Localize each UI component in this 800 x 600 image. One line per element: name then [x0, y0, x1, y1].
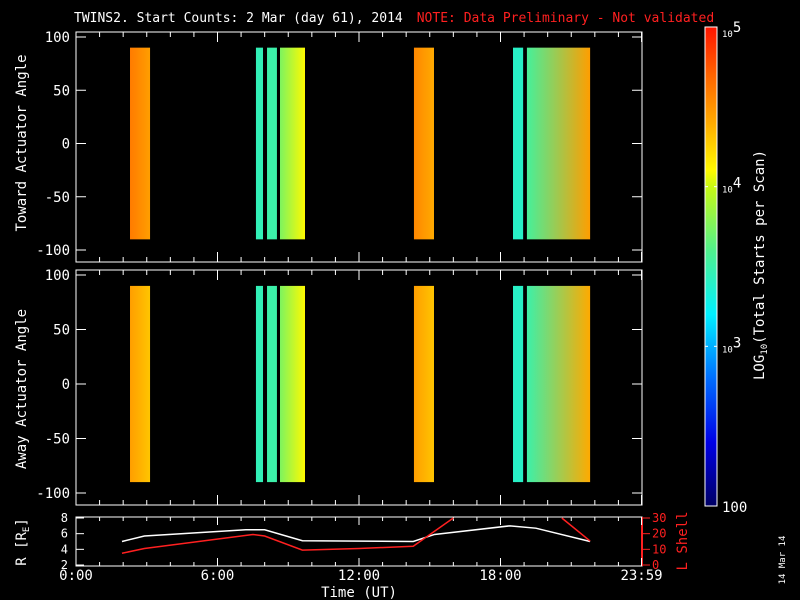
- heatmap-block: [279, 47, 305, 240]
- heatmap-block: [512, 285, 524, 483]
- y-tick-label: -50: [45, 432, 70, 448]
- away-panel: 100 50 0 -50 -100: [36, 268, 643, 506]
- toward-panel: 100 50 0 -50 -100: [36, 30, 643, 263]
- lshell-line: [561, 517, 591, 542]
- y-tick-label: 8: [61, 511, 68, 525]
- heatmap-block: [279, 285, 305, 483]
- away-ylabel: Away Actuator Angle: [14, 309, 30, 469]
- heatmap-block: [267, 47, 277, 240]
- x-tick-label: 23:59: [620, 568, 662, 584]
- heatmap-block: [255, 47, 264, 240]
- x-tick-label: 0:00: [59, 568, 93, 584]
- lshell-ylabel: L Shell: [675, 511, 691, 570]
- tick-base: 10: [722, 345, 733, 355]
- heatmap-block: [413, 285, 434, 483]
- colorbar-scale: [704, 26, 718, 507]
- y2-tick-label: 30: [652, 511, 666, 525]
- y-tick-label: 0: [62, 377, 70, 393]
- x-tick-label: 12:00: [338, 568, 380, 584]
- y2-tick-label: 10: [652, 542, 666, 556]
- toward-ylabel: Toward Actuator Angle: [14, 54, 30, 231]
- title-note: NOTE: Data Preliminary - Not validated: [417, 11, 714, 26]
- tick-exponent: 5: [733, 20, 741, 36]
- heatmap-block: [130, 47, 151, 240]
- colorbar-tick-label: 105: [722, 20, 741, 40]
- y-tick-label: 0: [62, 137, 70, 153]
- heatmap-block: [130, 285, 151, 483]
- y2-tick-label: 20: [652, 527, 666, 541]
- y-tick-label: -50: [45, 190, 70, 206]
- tick-exponent: 3: [733, 335, 741, 351]
- y-tick-label: 2: [61, 558, 68, 572]
- lshell-line: [121, 517, 454, 554]
- x-tick-label: 18:00: [479, 568, 521, 584]
- heatmap-block: [526, 47, 591, 240]
- y-tick-label: -100: [36, 243, 70, 259]
- colorbar-tick-label: 100: [722, 500, 747, 516]
- orbit-ylabel: R [RE]: [14, 518, 32, 566]
- tick-base: 10: [722, 30, 733, 40]
- y-tick-label: 100: [45, 268, 70, 284]
- title-main: TWINS2. Start Counts: 2 Mar (day 61), 20…: [74, 11, 403, 26]
- tick-exponent: 4: [733, 176, 741, 192]
- time-xlabel: Time (UT): [321, 585, 397, 600]
- r-line: [121, 525, 591, 543]
- y2-tick-label: 0: [652, 558, 659, 572]
- heatmap-block: [526, 285, 591, 483]
- colorbar-label: LOG10(Total Starts per Scan): [752, 150, 770, 380]
- heatmap-block: [255, 285, 264, 483]
- y-tick-label: 50: [53, 83, 70, 99]
- heatmap-block: [267, 285, 277, 483]
- x-tick-label: 6:00: [201, 568, 235, 584]
- colorbar-tick-label: 104: [722, 176, 741, 196]
- y-tick-label: 6: [61, 527, 68, 541]
- y-tick-label: 50: [53, 323, 70, 339]
- colorbar-tick-label: 103: [722, 335, 741, 355]
- y-tick-label: 100: [45, 30, 70, 46]
- heatmap-block: [413, 47, 434, 240]
- tick-base: 10: [722, 186, 733, 196]
- heatmap-block: [512, 47, 524, 240]
- y-tick-label: -100: [36, 486, 70, 502]
- y-tick-label: 4: [61, 542, 68, 556]
- footer-date: 14 Mar 14: [778, 536, 788, 585]
- title: TWINS2. Start Counts: 2 Mar (day 61), 20…: [74, 11, 714, 26]
